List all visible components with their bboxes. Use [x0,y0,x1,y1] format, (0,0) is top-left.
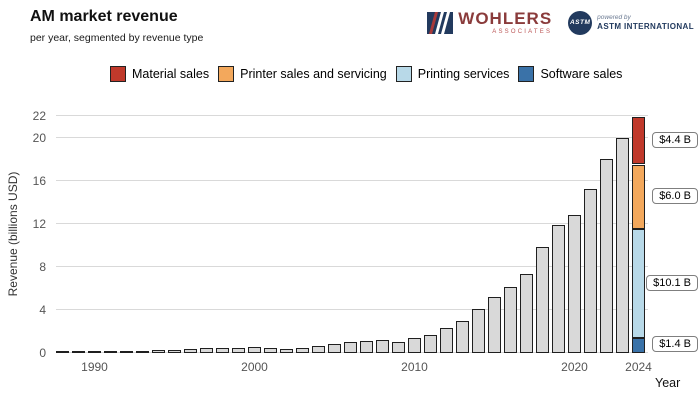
bar-2024-segment-material-sales [632,117,645,165]
legend-item-printing-services: Printing services [395,66,510,82]
bar-2013 [456,320,469,353]
y-tick-12: 12 [32,216,46,231]
bar-2016 [504,287,517,353]
wohlers-name: WOHLERS [458,9,553,28]
y-tick-8: 8 [39,259,46,274]
page-title: AM market revenue [30,8,178,25]
x-tick-2020: 2020 [561,360,588,374]
bar-2009 [392,341,405,353]
y-tick-4: 4 [39,302,46,317]
x-tick-2000: 2000 [241,360,268,374]
bar-2011 [424,334,437,353]
x-tick-2010: 2010 [401,360,428,374]
y-tick-22: 22 [32,109,46,123]
bar-2005 [328,344,341,353]
chart-subtitle: per year, segmented by revenue type [30,32,204,44]
gridline-4 [56,308,648,310]
bar-1991 [104,351,117,353]
y-tick-16: 16 [32,173,46,188]
bar-1990 [88,351,101,353]
bar-2006 [344,342,357,353]
bar-2004 [312,346,325,353]
bar-2001 [264,347,277,353]
bar-2000 [248,346,261,353]
gridline-12 [56,222,648,224]
bar-1999 [232,348,245,353]
annotation-material-sales: $4.4 B [652,131,698,148]
bar-2024-segment-printer-sales-and-servicing [632,164,645,230]
legend-swatch-material-sales [110,66,126,82]
y-axis-title: Revenue (billions USD) [6,171,20,297]
legend: Material sales Printer sales and servici… [110,66,622,82]
bar-1998 [216,348,229,353]
gridline-8 [56,265,648,267]
bar-2021 [584,189,597,353]
bar-2008 [376,340,389,353]
astm-powered-by: powered by [597,13,631,21]
legend-label-software-sales: Software sales [540,67,623,81]
wohlers-subtext: ASSOCIATES [492,29,553,35]
gridline-16 [56,179,648,181]
legend-label-printing-services: Printing services [417,67,510,81]
bar-2007 [360,340,373,353]
bar-2019 [552,224,565,353]
bar-2024-segment-printing-services [632,229,645,338]
y-tick-0: 0 [39,346,46,360]
bar-1992 [120,351,133,353]
bar-2020 [568,215,581,353]
x-axis-title: Year [655,376,681,390]
gridline-20 [56,136,648,138]
astm-seal-icon: ASTM [568,10,593,35]
legend-swatch-software-sales [518,66,535,82]
gridline-22 [56,115,648,116]
astm-logo: ASTM powered by ASTM INTERNATIONAL [568,10,694,35]
bar-2017 [520,274,533,353]
bar-2023 [616,137,629,353]
annotation-printer-sales-and-servicing: $6.0 B [652,187,698,204]
bar-2012 [440,328,453,353]
legend-label-material-sales: Material sales [132,67,210,81]
plot-area [56,115,648,353]
bar-1994 [152,350,165,353]
annotation-printing-services: $10.1 B [646,274,698,291]
astm-name: ASTM INTERNATIONAL [597,21,694,31]
bar-2003 [296,348,309,353]
wohlers-logo-icon [427,11,454,34]
bar-2024-segment-software-sales [632,337,645,353]
legend-swatch-printer-sales [218,66,235,82]
bar-2015 [488,296,501,353]
legend-item-material-sales: Material sales [110,66,209,82]
bar-2010 [408,338,421,353]
bar-1993 [136,350,149,353]
legend-item-printer-sales: Printer sales and servicing [218,66,387,82]
x-tick-1990: 1990 [81,360,108,374]
wohlers-logo: WOHLERS ASSOCIATES [427,10,552,35]
legend-item-software-sales: Software sales [518,66,622,82]
bar-1996 [184,348,197,353]
bar-2018 [536,247,549,353]
legend-label-printer-sales: Printer sales and servicing [240,67,387,81]
branding: WOHLERS ASSOCIATES ASTM powered by ASTM … [427,10,694,35]
bar-1995 [168,349,181,353]
x-tick-2024: 2024 [625,360,652,374]
y-tick-20: 20 [32,130,46,145]
bar-2022 [600,159,613,353]
legend-swatch-printing-services [395,66,412,82]
bar-1988 [56,351,69,353]
bar-2002 [280,348,293,353]
bar-1989 [72,351,85,353]
bar-2014 [472,308,485,353]
annotation-software-sales: $1.4 B [652,336,698,353]
bar-1997 [200,348,213,353]
